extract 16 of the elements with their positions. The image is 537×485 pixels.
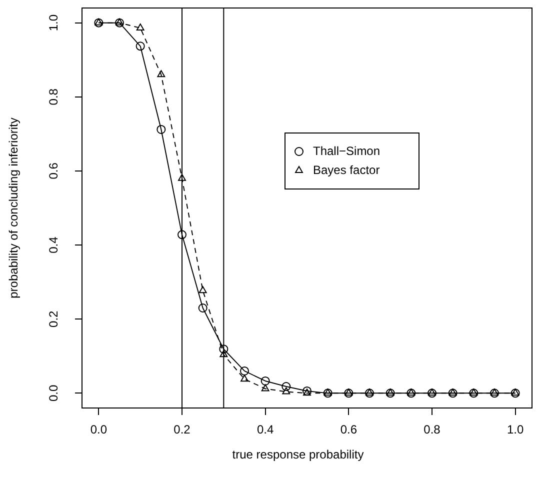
x-tick-label: 0.4 <box>256 422 274 437</box>
y-tick-label: 0.8 <box>46 88 60 106</box>
y-tick-label: 0.0 <box>46 384 60 402</box>
x-tick-label: 0.6 <box>340 422 358 437</box>
x-axis-title: true response probability <box>232 447 364 462</box>
x-tick-label: 0.2 <box>174 422 191 437</box>
y-tick-label: 0.6 <box>46 162 60 180</box>
x-tick-label: 0.8 <box>424 422 441 437</box>
x-tick-label: 1.0 <box>506 422 524 437</box>
y-axis-title: probability of concluding inferiority <box>6 118 20 298</box>
x-tick-label: 0.0 <box>90 422 108 437</box>
legend-label: Thall−Simon <box>313 144 380 158</box>
y-tick-label: 0.2 <box>46 310 60 328</box>
legend-label: Bayes factor <box>313 162 380 177</box>
y-tick-label: 0.4 <box>46 236 60 254</box>
y-tick-label: 1.0 <box>46 14 60 32</box>
